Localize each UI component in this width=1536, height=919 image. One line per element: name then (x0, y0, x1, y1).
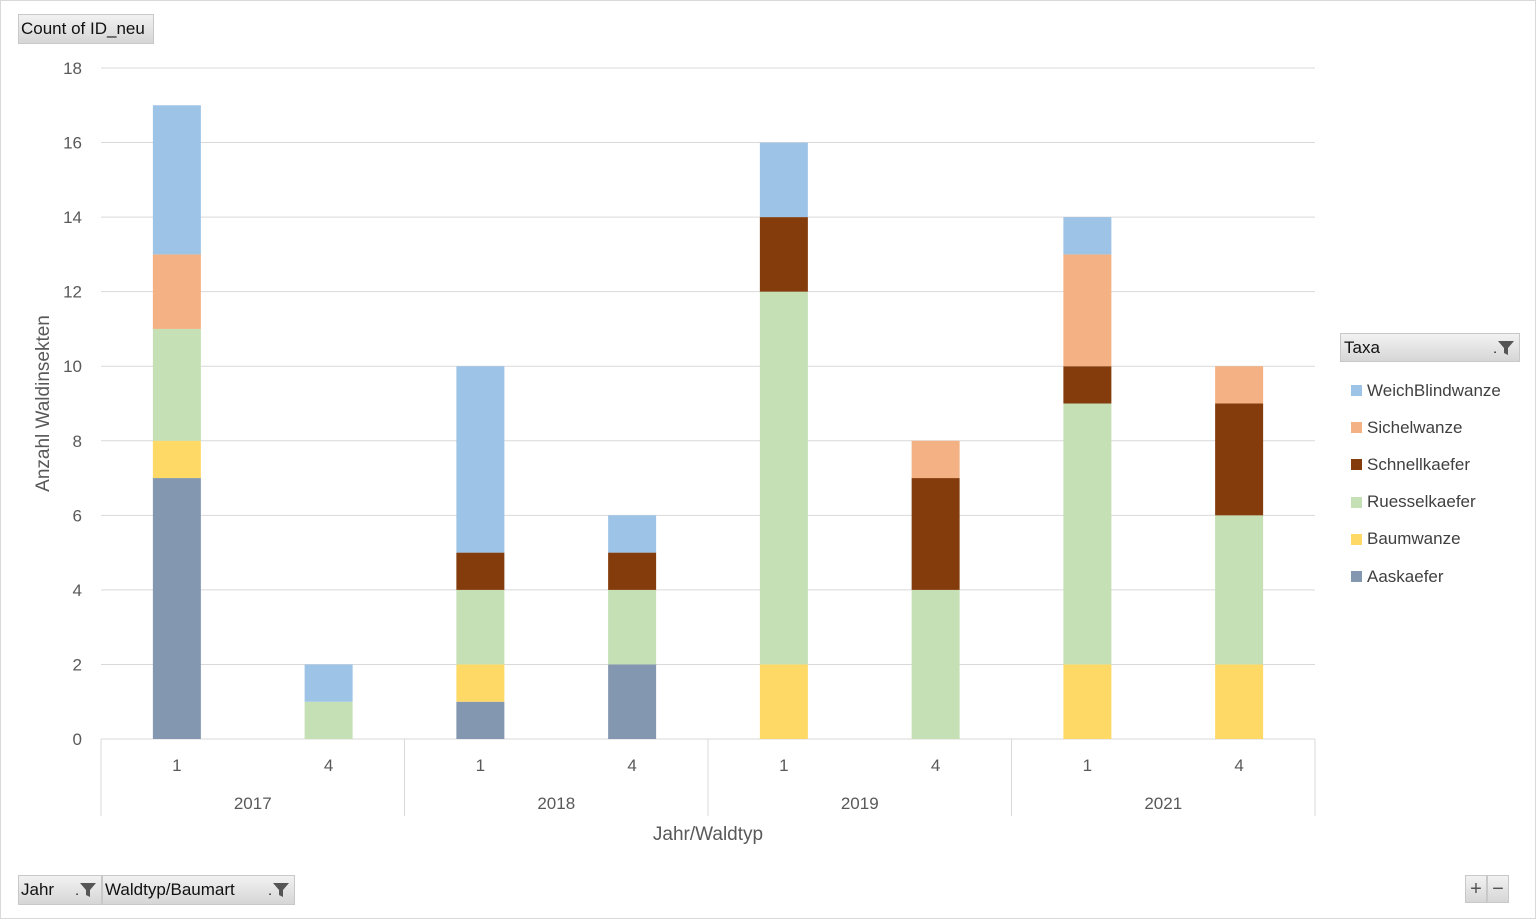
x-group-label: 2021 (1144, 794, 1182, 813)
values-field-label: Count of ID_neu (21, 19, 145, 38)
bar-segment (456, 552, 505, 590)
legend-item-label: Schnellkaefer (1367, 454, 1471, 474)
y-tick-label: 12 (63, 283, 82, 302)
bar-segment (759, 217, 808, 292)
x-group-label: 2019 (841, 794, 879, 813)
legend-swatch (1351, 459, 1362, 471)
collapse-button[interactable]: − (1487, 875, 1509, 903)
y-tick-label: 18 (63, 59, 82, 78)
legend-item: Sichelwanze (1340, 409, 1520, 446)
values-field-button[interactable]: Count of ID_neu (18, 14, 154, 44)
legend-item-label: Aaskaefer (1367, 566, 1444, 586)
axis-field-buttons: Jahr . Waldtyp/Baumart . (18, 875, 295, 905)
legend-filter-button[interactable]: Taxa . (1340, 333, 1520, 362)
bar-segment (608, 589, 657, 665)
legend-item-label: Sichelwanze (1367, 417, 1463, 437)
x-tick-label: 4 (627, 756, 636, 775)
y-tick-label: 14 (63, 208, 82, 227)
bar-segment (152, 105, 201, 255)
bar-segment (456, 589, 505, 665)
legend-items: WeichBlindwanze Sichelwanze Schnellkaefer R… (1340, 372, 1520, 595)
jahr-field-button[interactable]: Jahr . (18, 875, 102, 905)
legend-item: Baumwanze (1340, 521, 1520, 558)
bar-segment (152, 328, 201, 441)
bar-segment (152, 254, 201, 329)
legend-swatch (1351, 533, 1362, 545)
legend-swatch (1351, 496, 1362, 508)
bar-segment (608, 552, 657, 590)
bar-segment (152, 478, 201, 739)
bar-segment (152, 440, 201, 479)
x-group-label: 2018 (537, 794, 575, 813)
legend-swatch (1351, 422, 1362, 434)
legend-swatch (1351, 385, 1362, 397)
x-group-label: 2017 (234, 794, 272, 813)
waldtyp-field-label: Waldtyp/Baumart (105, 880, 235, 899)
bar-segment (1215, 403, 1264, 516)
bar-segment (1063, 403, 1112, 665)
x-tick-label: 1 (779, 756, 788, 775)
bar-segment (911, 478, 960, 590)
bar-segment (1215, 515, 1264, 665)
x-axis-title: Jahr/Waldtyp (653, 824, 763, 845)
bar-segment (759, 142, 808, 218)
y-tick-label: 0 (73, 730, 82, 749)
y-tick-label: 4 (73, 581, 82, 600)
bar-segment (1215, 664, 1264, 739)
y-tick-label: 8 (73, 432, 82, 451)
bar-segment (304, 701, 353, 739)
legend-title: Taxa (1344, 337, 1380, 357)
x-tick-label: 1 (476, 756, 485, 775)
legend-item-label: Ruesselkaefer (1367, 492, 1476, 512)
legend-item: Schnellkaefer (1340, 446, 1520, 483)
bar-segment (1063, 254, 1112, 367)
x-tick-label: 4 (931, 756, 940, 775)
bar-segment (911, 589, 960, 739)
legend-item: Aaskaefer (1340, 558, 1520, 595)
bar-segment (608, 515, 657, 553)
y-tick-label: 2 (73, 655, 82, 674)
bar-segment (1063, 366, 1112, 404)
legend-item: Ruesselkaefer (1340, 484, 1520, 521)
bar-segment (456, 366, 505, 553)
x-tick-label: 4 (324, 756, 333, 775)
waldtyp-field-button[interactable]: Waldtyp/Baumart . (102, 875, 295, 905)
bar-segment (456, 664, 505, 702)
x-tick-label: 1 (1083, 756, 1092, 775)
y-tick-label: 16 (63, 134, 82, 153)
jahr-field-label: Jahr (21, 880, 55, 899)
legend-item-label: WeichBlindwanze (1367, 380, 1501, 400)
legend-item: WeichBlindwanze (1340, 372, 1520, 409)
y-tick-label: 6 (73, 506, 82, 525)
legend: Taxa . WeichBlindwanze Sichelwanze Schnell… (1340, 333, 1520, 595)
y-axis-title: Anzahl Waldinsekten (33, 315, 54, 492)
bar-segment (608, 664, 657, 739)
bar-segment (759, 291, 808, 665)
legend-swatch (1351, 571, 1362, 583)
bar-segment (1215, 366, 1264, 404)
zoom-controls: + − (1465, 875, 1509, 903)
y-tick-label: 10 (63, 357, 82, 376)
filter-icon: . (1493, 339, 1515, 357)
bar-segment (759, 664, 808, 739)
bar-segment (1063, 664, 1112, 739)
x-tick-label: 1 (172, 756, 181, 775)
bar-segment (1063, 217, 1112, 255)
expand-button[interactable]: + (1465, 875, 1487, 903)
bar-segment (911, 440, 960, 479)
bar-segment (304, 664, 353, 702)
bar-segment (456, 701, 505, 739)
filter-icon: . (268, 881, 290, 899)
filter-icon: . (75, 881, 97, 899)
legend-item-label: Baumwanze (1367, 529, 1461, 549)
x-tick-label: 4 (1234, 756, 1243, 775)
